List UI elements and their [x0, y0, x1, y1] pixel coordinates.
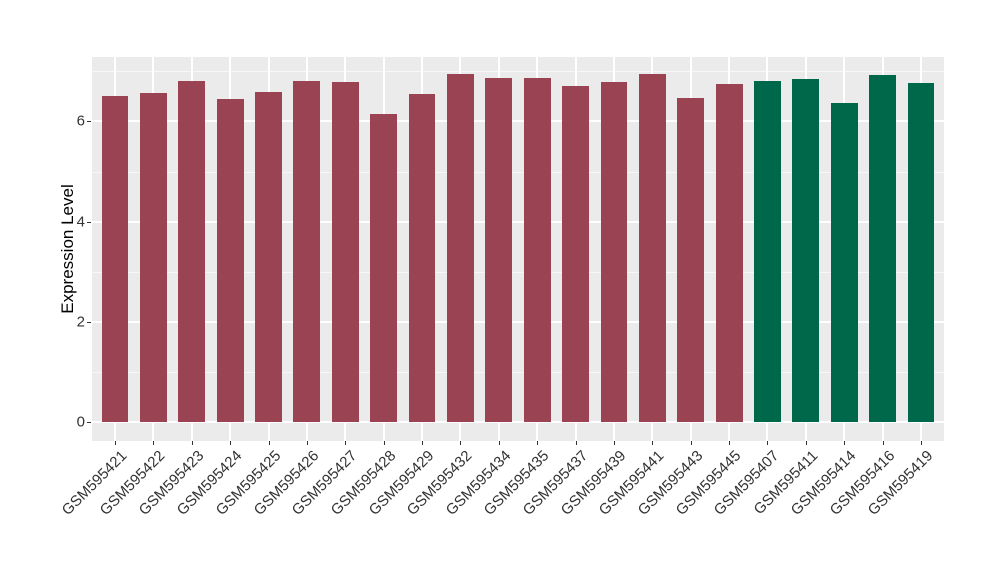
- x-tick-mark: [690, 441, 692, 445]
- bar-GSM595429: [408, 94, 436, 422]
- y-tick-label-6: 6: [76, 112, 85, 130]
- y-tick-label-2: 2: [76, 313, 85, 331]
- x-tick-mark: [613, 441, 615, 445]
- bar-GSM595443: [677, 98, 705, 422]
- x-tick-mark: [575, 441, 577, 445]
- gridline-minor-y7: [92, 71, 944, 73]
- x-tick-mark: [882, 441, 884, 445]
- bar-GSM595407: [754, 80, 781, 422]
- gridline-minor-y3: [92, 271, 944, 273]
- x-tick-mark: [306, 441, 308, 445]
- gridline-major-y6: [92, 120, 944, 123]
- x-tick-mark: [498, 441, 500, 445]
- bar-GSM595424: [216, 98, 244, 422]
- x-tick-mark: [153, 441, 155, 445]
- y-tick-mark: [87, 422, 91, 423]
- gridline-major-y0: [92, 421, 944, 423]
- x-tick-mark: [345, 441, 347, 445]
- bar-GSM595421: [101, 96, 129, 422]
- y-tick-mark: [87, 121, 91, 123]
- x-tick-mark: [805, 441, 807, 445]
- bar-GSM595439: [600, 81, 628, 422]
- bar-GSM595434: [485, 78, 513, 422]
- plot-area: [92, 57, 944, 441]
- gridline-minor-y5: [92, 171, 944, 173]
- x-tick-mark: [729, 441, 731, 445]
- bar-GSM595419: [907, 83, 935, 422]
- x-tick-mark: [920, 441, 922, 445]
- x-tick-mark: [844, 441, 846, 445]
- x-tick-mark: [191, 441, 193, 445]
- bar-GSM595437: [562, 85, 589, 422]
- y-axis-title: Expression Level: [58, 184, 77, 314]
- x-tick-mark: [460, 441, 462, 445]
- y-tick-label-0: 0: [76, 413, 85, 431]
- bar-GSM595445: [715, 84, 743, 422]
- bar-GSM595428: [370, 114, 398, 422]
- bar-GSM595427: [331, 82, 359, 422]
- gridline-major-y2: [92, 320, 944, 323]
- y-tick-label-4: 4: [76, 213, 85, 231]
- bar-GSM595416: [869, 75, 897, 422]
- x-tick-mark: [537, 441, 539, 445]
- bar-GSM595411: [792, 78, 820, 422]
- x-tick-mark: [115, 441, 117, 445]
- gridline-minor-y1: [92, 371, 944, 373]
- x-tick-mark: [230, 441, 232, 445]
- bar-GSM595432: [447, 74, 474, 422]
- y-tick-mark: [87, 221, 91, 223]
- x-tick-mark: [422, 441, 424, 445]
- x-tick-mark: [383, 441, 385, 445]
- bar-GSM595441: [638, 74, 666, 422]
- bar-GSM595425: [255, 92, 282, 422]
- x-tick-mark: [652, 441, 654, 445]
- gridline-major-y4: [92, 220, 944, 223]
- bar-GSM595422: [139, 93, 167, 422]
- x-tick-mark: [268, 441, 270, 445]
- y-tick-mark: [87, 321, 91, 323]
- bar-GSM595435: [523, 78, 551, 422]
- bar-GSM595414: [830, 103, 858, 422]
- bar-GSM595423: [178, 81, 206, 422]
- bar-GSM595426: [293, 81, 321, 422]
- x-tick-mark: [767, 441, 769, 445]
